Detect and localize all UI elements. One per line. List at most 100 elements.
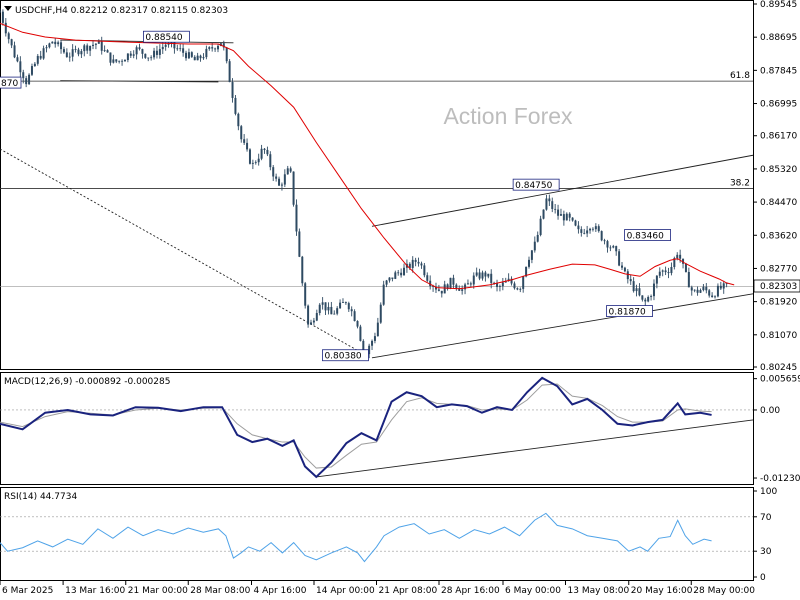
candle-body bbox=[679, 254, 682, 259]
candle-body bbox=[74, 49, 77, 50]
macd-panel[interactable]: MACD(12,26,9) -0.000892 -0.000285 0.0056… bbox=[0, 372, 800, 485]
candle-body bbox=[443, 284, 446, 294]
price-annotations: 0.88540 0.84750 0.83460 0.81870 0.80380 870 bbox=[0, 30, 671, 362]
price-label: 870 bbox=[1, 79, 18, 89]
candle-body bbox=[452, 277, 455, 285]
candle-body bbox=[336, 308, 339, 314]
candle-body bbox=[138, 47, 141, 50]
candle-body bbox=[286, 168, 289, 175]
candle-body bbox=[92, 44, 95, 46]
trend-line bbox=[371, 293, 754, 359]
candle-body bbox=[533, 241, 536, 251]
candle-body bbox=[565, 213, 568, 221]
candle-body bbox=[240, 126, 243, 140]
candle-body bbox=[615, 246, 618, 252]
macd-trend-line bbox=[316, 419, 754, 478]
candle-body bbox=[150, 57, 153, 59]
candle-body bbox=[618, 251, 621, 266]
rsi-series bbox=[0, 512, 712, 563]
chart-title: USDCHF,H4 0.82212 0.82317 0.82115 0.8230… bbox=[15, 6, 228, 16]
candle-body bbox=[109, 52, 112, 63]
candle-body bbox=[22, 72, 25, 79]
candle-body bbox=[539, 218, 542, 235]
candle-body bbox=[650, 296, 653, 297]
candle-body bbox=[280, 184, 283, 186]
candle-body bbox=[684, 263, 687, 272]
candle-body bbox=[690, 287, 693, 291]
price-label-box bbox=[512, 178, 560, 191]
candle-body bbox=[440, 290, 443, 294]
trend-line bbox=[371, 154, 754, 227]
candle-body bbox=[554, 208, 557, 210]
price-panel[interactable]: 0.89545 0.88695 0.87845 0.86995 0.86170 0.853… bbox=[0, 0, 800, 373]
candle-body bbox=[647, 296, 650, 302]
candle-body bbox=[350, 309, 353, 312]
candle-body bbox=[234, 97, 237, 114]
candle-body bbox=[7, 33, 10, 40]
rsi-panel[interactable]: RSI(14) 44.7734 100 70 30 0 bbox=[0, 487, 777, 583]
candle-body bbox=[516, 288, 519, 290]
candle-body bbox=[530, 250, 533, 260]
candle-body bbox=[112, 59, 115, 63]
price-label-box bbox=[143, 30, 190, 43]
candle-body bbox=[455, 284, 458, 289]
candle-body bbox=[187, 52, 190, 59]
candle-body bbox=[42, 48, 45, 59]
price-label-box bbox=[0, 76, 22, 89]
candle-body bbox=[60, 42, 63, 50]
candle-body bbox=[304, 283, 307, 306]
candle-body bbox=[208, 47, 211, 49]
price-tick-label: 0.87845 bbox=[760, 66, 797, 76]
candle-body bbox=[211, 47, 214, 49]
candle-body bbox=[536, 234, 539, 242]
candle-body bbox=[307, 305, 310, 325]
price-tick-label: 0.84470 bbox=[760, 198, 797, 208]
candle-body bbox=[612, 246, 615, 248]
candle-body bbox=[57, 42, 60, 45]
rsi-axis: 100 70 30 0 bbox=[753, 487, 777, 583]
candle-body bbox=[251, 162, 254, 164]
candle-body bbox=[632, 281, 635, 292]
candle-body bbox=[682, 258, 685, 264]
candle-body bbox=[243, 139, 246, 143]
candle-body bbox=[673, 258, 676, 268]
candle-body bbox=[597, 226, 600, 232]
candle-body bbox=[246, 142, 249, 150]
time-axis: 6 Mar 2025 13 Mar 16:00 21 Mar 00:00 28 Mar… bbox=[0, 581, 755, 596]
time-tick-label: 28 May 00:00 bbox=[693, 586, 755, 596]
candle-body bbox=[652, 283, 655, 297]
rsi-line bbox=[0, 512, 712, 563]
candle-body bbox=[635, 288, 638, 292]
candle-body bbox=[362, 340, 365, 353]
candle-body bbox=[711, 295, 714, 298]
macd-trend-line bbox=[316, 419, 754, 478]
candle-body bbox=[725, 283, 728, 285]
price-tick-label: 0.83620 bbox=[760, 231, 797, 241]
candle-body bbox=[714, 296, 717, 298]
candle-body bbox=[391, 277, 394, 279]
candle-body bbox=[664, 270, 667, 273]
candle-body bbox=[54, 41, 57, 45]
candle-body bbox=[594, 226, 597, 230]
collapse-triangle-icon[interactable] bbox=[4, 6, 12, 11]
candle-body bbox=[376, 322, 379, 337]
candle-body bbox=[426, 275, 429, 281]
candle-body bbox=[475, 272, 478, 276]
candle-body bbox=[289, 168, 292, 172]
price-label: 0.81870 bbox=[609, 308, 646, 318]
trend-line bbox=[60, 80, 219, 83]
candle-body bbox=[25, 78, 28, 85]
price-label-box bbox=[606, 305, 653, 317]
candle-body bbox=[339, 302, 342, 309]
candle-body bbox=[589, 228, 592, 231]
candle-body bbox=[164, 44, 167, 47]
candle-body bbox=[260, 148, 263, 159]
candle-body bbox=[123, 60, 126, 62]
candle-body bbox=[403, 267, 406, 276]
candle-body bbox=[298, 231, 301, 257]
candle-body bbox=[559, 214, 562, 216]
candle-body bbox=[371, 340, 374, 346]
candle-body bbox=[315, 313, 318, 321]
candle-body bbox=[655, 275, 658, 284]
candle-body bbox=[170, 42, 173, 44]
